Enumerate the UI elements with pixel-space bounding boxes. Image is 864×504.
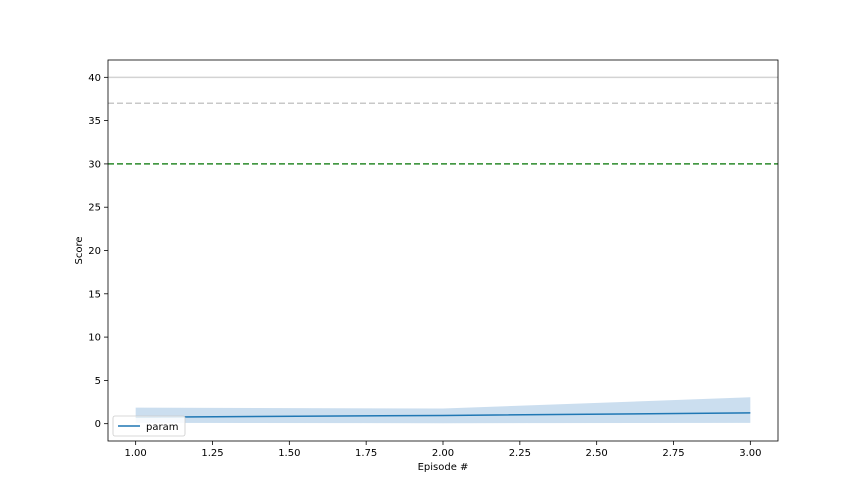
x-tick-label: 2.75 bbox=[662, 448, 684, 459]
x-tick-label: 2.00 bbox=[432, 448, 454, 459]
y-tick-label: 30 bbox=[88, 159, 101, 170]
axis-ticks: 1.00 1.25 1.50 1.75 2.00 2.25 2.50 2.75 3.00 0 5 10… bbox=[88, 73, 761, 459]
y-tick-label: 20 bbox=[88, 246, 101, 257]
legend: param bbox=[112, 415, 186, 437]
x-tick-label: 3.00 bbox=[739, 448, 761, 459]
y-tick-label: 35 bbox=[88, 116, 101, 127]
legend-box bbox=[112, 415, 186, 437]
y-tick-label: 15 bbox=[88, 289, 101, 300]
series-line-0 bbox=[135, 412, 751, 418]
plot-area bbox=[108, 76, 778, 424]
x-tick-label: 1.25 bbox=[201, 448, 223, 459]
legend-label: param bbox=[146, 422, 178, 433]
y-tick-label: 10 bbox=[88, 333, 101, 344]
x-tick-label: 1.75 bbox=[355, 448, 377, 459]
x-tick-label: 2.50 bbox=[586, 448, 608, 459]
x-tick-label: 1.50 bbox=[278, 448, 300, 459]
y-tick-label: 25 bbox=[88, 203, 101, 214]
y-tick-label: 40 bbox=[88, 73, 101, 84]
y-tick-label: 5 bbox=[95, 376, 101, 387]
y-tick-label: 0 bbox=[95, 419, 101, 430]
y-axis-label: Score bbox=[74, 236, 85, 264]
x-tick-label: 1.00 bbox=[125, 448, 147, 459]
x-tick-label: 2.25 bbox=[509, 448, 531, 459]
x-axis-label: Episode # bbox=[418, 462, 469, 473]
